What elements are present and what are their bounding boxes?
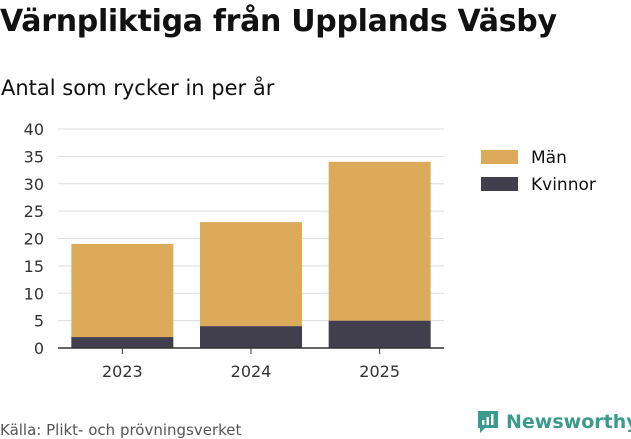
chart-subtitle: Antal som rycker in per år <box>1 76 275 100</box>
x-tick-label: 2023 <box>102 362 143 381</box>
bar-män-2024 <box>200 222 302 327</box>
y-tick-label: 0 <box>34 339 44 358</box>
y-tick-label: 35 <box>24 147 44 166</box>
bar-män-2025 <box>328 161 431 321</box>
bar-kvinnor-2024 <box>200 326 302 348</box>
bar-kvinnor-2025 <box>328 320 431 348</box>
y-tick-label: 15 <box>24 257 44 276</box>
x-tick-label: 2024 <box>231 362 272 381</box>
bar-kvinnor-2023 <box>71 337 174 348</box>
legend-swatch-kvinnor <box>481 177 518 191</box>
brand-name: Newsworthy <box>506 411 631 433</box>
legend-swatch-män <box>481 150 518 164</box>
y-tick-label: 10 <box>24 284 44 303</box>
legend-label-kvinnor: Kvinnor <box>531 175 596 195</box>
brand-logo: Newsworthy <box>476 408 631 436</box>
chart-title: Värnpliktiga från Upplands Väsby <box>0 4 557 39</box>
newsworthy-logo-icon <box>478 411 498 433</box>
y-tick-label: 5 <box>34 312 44 331</box>
y-tick-label: 30 <box>24 175 44 194</box>
y-tick-label: 40 <box>24 120 44 139</box>
y-tick-label: 25 <box>24 202 44 221</box>
legend-label-män: Män <box>531 148 567 168</box>
x-tick-label: 2025 <box>359 362 400 381</box>
bar-män-2023 <box>71 243 174 338</box>
y-tick-label: 20 <box>24 230 44 249</box>
source-note: Källa: Plikt- och prövningsverket <box>0 421 242 439</box>
